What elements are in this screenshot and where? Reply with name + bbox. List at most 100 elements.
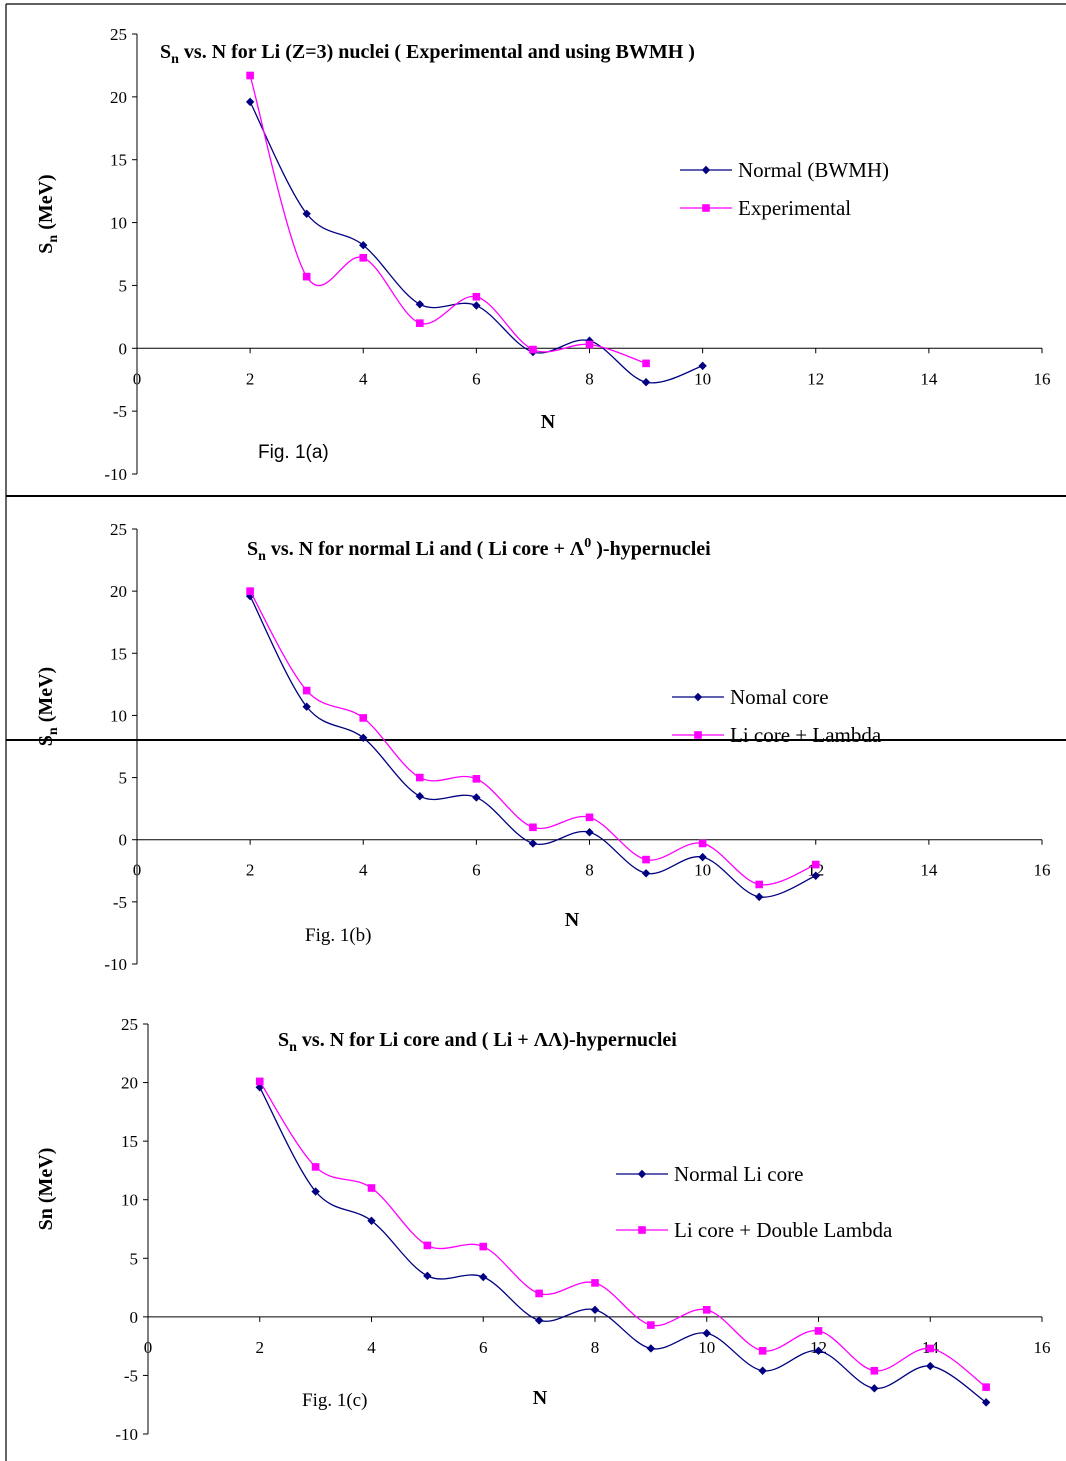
data-point [585, 813, 594, 822]
y-tick-label: 25 [110, 520, 127, 539]
y-tick-label: 10 [121, 1191, 138, 1210]
y-tick-label: 15 [121, 1132, 138, 1151]
data-point [367, 1184, 376, 1192]
data-point [472, 301, 481, 310]
legend-entry: Experimental [738, 196, 851, 220]
x-tick-label: 12 [807, 861, 824, 880]
data-point [981, 1398, 991, 1407]
data-point [416, 773, 424, 782]
x-axis-label: N [533, 1387, 548, 1409]
y-axis-label: Sn (MeV) [35, 1148, 57, 1231]
data-point [255, 1077, 264, 1086]
figure-label: Fig. 1(c) [302, 1390, 367, 1411]
data-point [755, 880, 763, 889]
data-point [359, 733, 368, 742]
data-point [479, 1242, 488, 1251]
x-tick-label: 6 [472, 369, 481, 388]
data-point [255, 1083, 264, 1092]
data-point [754, 892, 764, 902]
series-line-1 [249, 101, 703, 384]
y-tick-label: 15 [110, 151, 127, 170]
y-tick-label: -5 [113, 402, 127, 421]
data-point [528, 839, 538, 848]
data-point [367, 1216, 376, 1225]
x-tick-label: 2 [246, 861, 255, 880]
x-tick-label: 8 [591, 1338, 600, 1357]
y-tick-label: -10 [115, 1425, 138, 1444]
x-tick-label: 8 [585, 861, 594, 880]
y-tick-label: -5 [113, 893, 127, 912]
legend-entry: Normal (BWMH) [738, 158, 889, 182]
data-point [359, 714, 368, 722]
legend-entry: Li core + Double Lambda [674, 1218, 893, 1242]
y-tick-label: 10 [110, 214, 127, 233]
series-line-1 [249, 595, 816, 898]
y-tick-label: 20 [110, 582, 127, 601]
data-point [811, 871, 820, 880]
data-point [591, 1279, 599, 1287]
legend-marker [702, 204, 710, 212]
data-point [359, 241, 368, 250]
x-tick-label: 16 [1034, 1338, 1051, 1357]
x-tick-label: 2 [246, 369, 255, 388]
data-point [535, 1289, 543, 1298]
data-point [472, 292, 481, 301]
data-point [641, 869, 651, 878]
data-point [415, 300, 425, 309]
chart-1: 25 20 15 10 5 0 -5 -10 0 2 4 6 8 10 12 14 16 Normal (BWMH… [35, 25, 1051, 484]
x-tick-label: 4 [359, 369, 368, 388]
data-point [479, 1272, 488, 1282]
data-point [472, 775, 481, 783]
x-tick-label: 10 [694, 369, 711, 388]
data-point [870, 1366, 879, 1375]
data-point [585, 340, 594, 349]
data-point [245, 97, 255, 107]
data-point [811, 860, 820, 869]
chart-2: 25 20 15 10 5 0 -5 -10 0 2 4 6 8 10 12 14 16 Nomal core Li… [35, 520, 1051, 974]
x-tick-label: 8 [585, 369, 594, 388]
x-tick-label: 2 [256, 1338, 265, 1357]
y-tick-label: 5 [119, 276, 128, 295]
y-tick-label: -10 [104, 465, 127, 484]
y-tick-label: 25 [110, 25, 127, 44]
data-point [529, 823, 537, 832]
data-point [585, 828, 594, 837]
legend-marker [638, 1226, 646, 1234]
legend-marker [637, 1169, 647, 1179]
data-point [302, 686, 311, 695]
y-tick-label: 0 [119, 831, 128, 850]
figure-label: Fig. 1(a) [258, 442, 329, 463]
data-point [423, 1271, 432, 1281]
data-point [534, 1316, 544, 1325]
data-point [758, 1366, 767, 1375]
data-point [982, 1383, 990, 1391]
x-axis-label: N [541, 411, 556, 433]
data-point [359, 253, 368, 262]
data-point [870, 1384, 879, 1393]
x-tick-label: 16 [1034, 861, 1051, 880]
figure-label: Fig. 1(b) [305, 925, 372, 946]
x-tick-label: 14 [920, 861, 938, 880]
data-point [416, 319, 424, 327]
x-tick-label: 6 [479, 1338, 488, 1357]
legend-entry: Nomal core [730, 685, 829, 709]
data-point [246, 71, 254, 80]
y-tick-label: 10 [110, 706, 127, 725]
data-point [646, 1344, 656, 1353]
y-tick-label: 15 [110, 644, 127, 663]
legend-entry: Normal Li core [674, 1162, 803, 1186]
data-point [311, 1163, 320, 1171]
data-point [311, 1187, 320, 1196]
data-point [302, 209, 311, 218]
x-tick-label: 0 [133, 861, 142, 880]
x-tick-label: 0 [144, 1338, 153, 1357]
data-point [642, 855, 650, 864]
y-tick-label: 20 [110, 88, 127, 107]
data-point [698, 852, 707, 862]
data-point [814, 1346, 823, 1356]
data-point [814, 1327, 823, 1335]
data-point [472, 793, 481, 802]
